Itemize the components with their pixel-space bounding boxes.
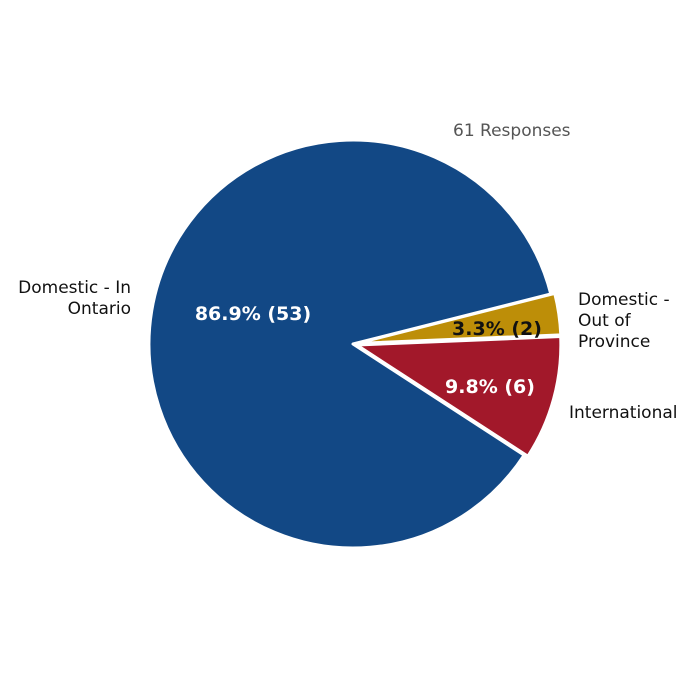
slice-category-label-line: Domestic - <box>578 290 670 310</box>
pie-slice-3 <box>355 291 563 345</box>
slice-data-label-1: 86.9% (53) <box>195 303 311 325</box>
pie-slice-1 <box>147 138 553 550</box>
slice-category-label-line: Ontario <box>68 299 131 319</box>
pie-slice-2 <box>355 335 563 458</box>
slice-data-label-3: 3.3% (2) <box>452 318 542 340</box>
slice-category-label-line: Province <box>578 332 650 352</box>
slice-category-label-2: International <box>569 403 678 423</box>
pie-labels: 86.9% (53) Domestic - In Ontario 9.8% (6) In… <box>18 278 677 423</box>
slice-category-label-1: Domestic - In Ontario <box>18 278 131 319</box>
chart-subtitle: 61 Responses <box>453 121 571 141</box>
slice-category-label-line: Domestic - In <box>18 278 131 298</box>
slice-data-label-2: 9.8% (6) <box>445 376 535 398</box>
slice-category-label-3: Domestic -Out of Province <box>578 290 670 352</box>
pie-slices <box>147 138 563 550</box>
slice-category-label-line: Out of <box>578 311 632 331</box>
slice-category-label-line: International <box>569 403 678 423</box>
